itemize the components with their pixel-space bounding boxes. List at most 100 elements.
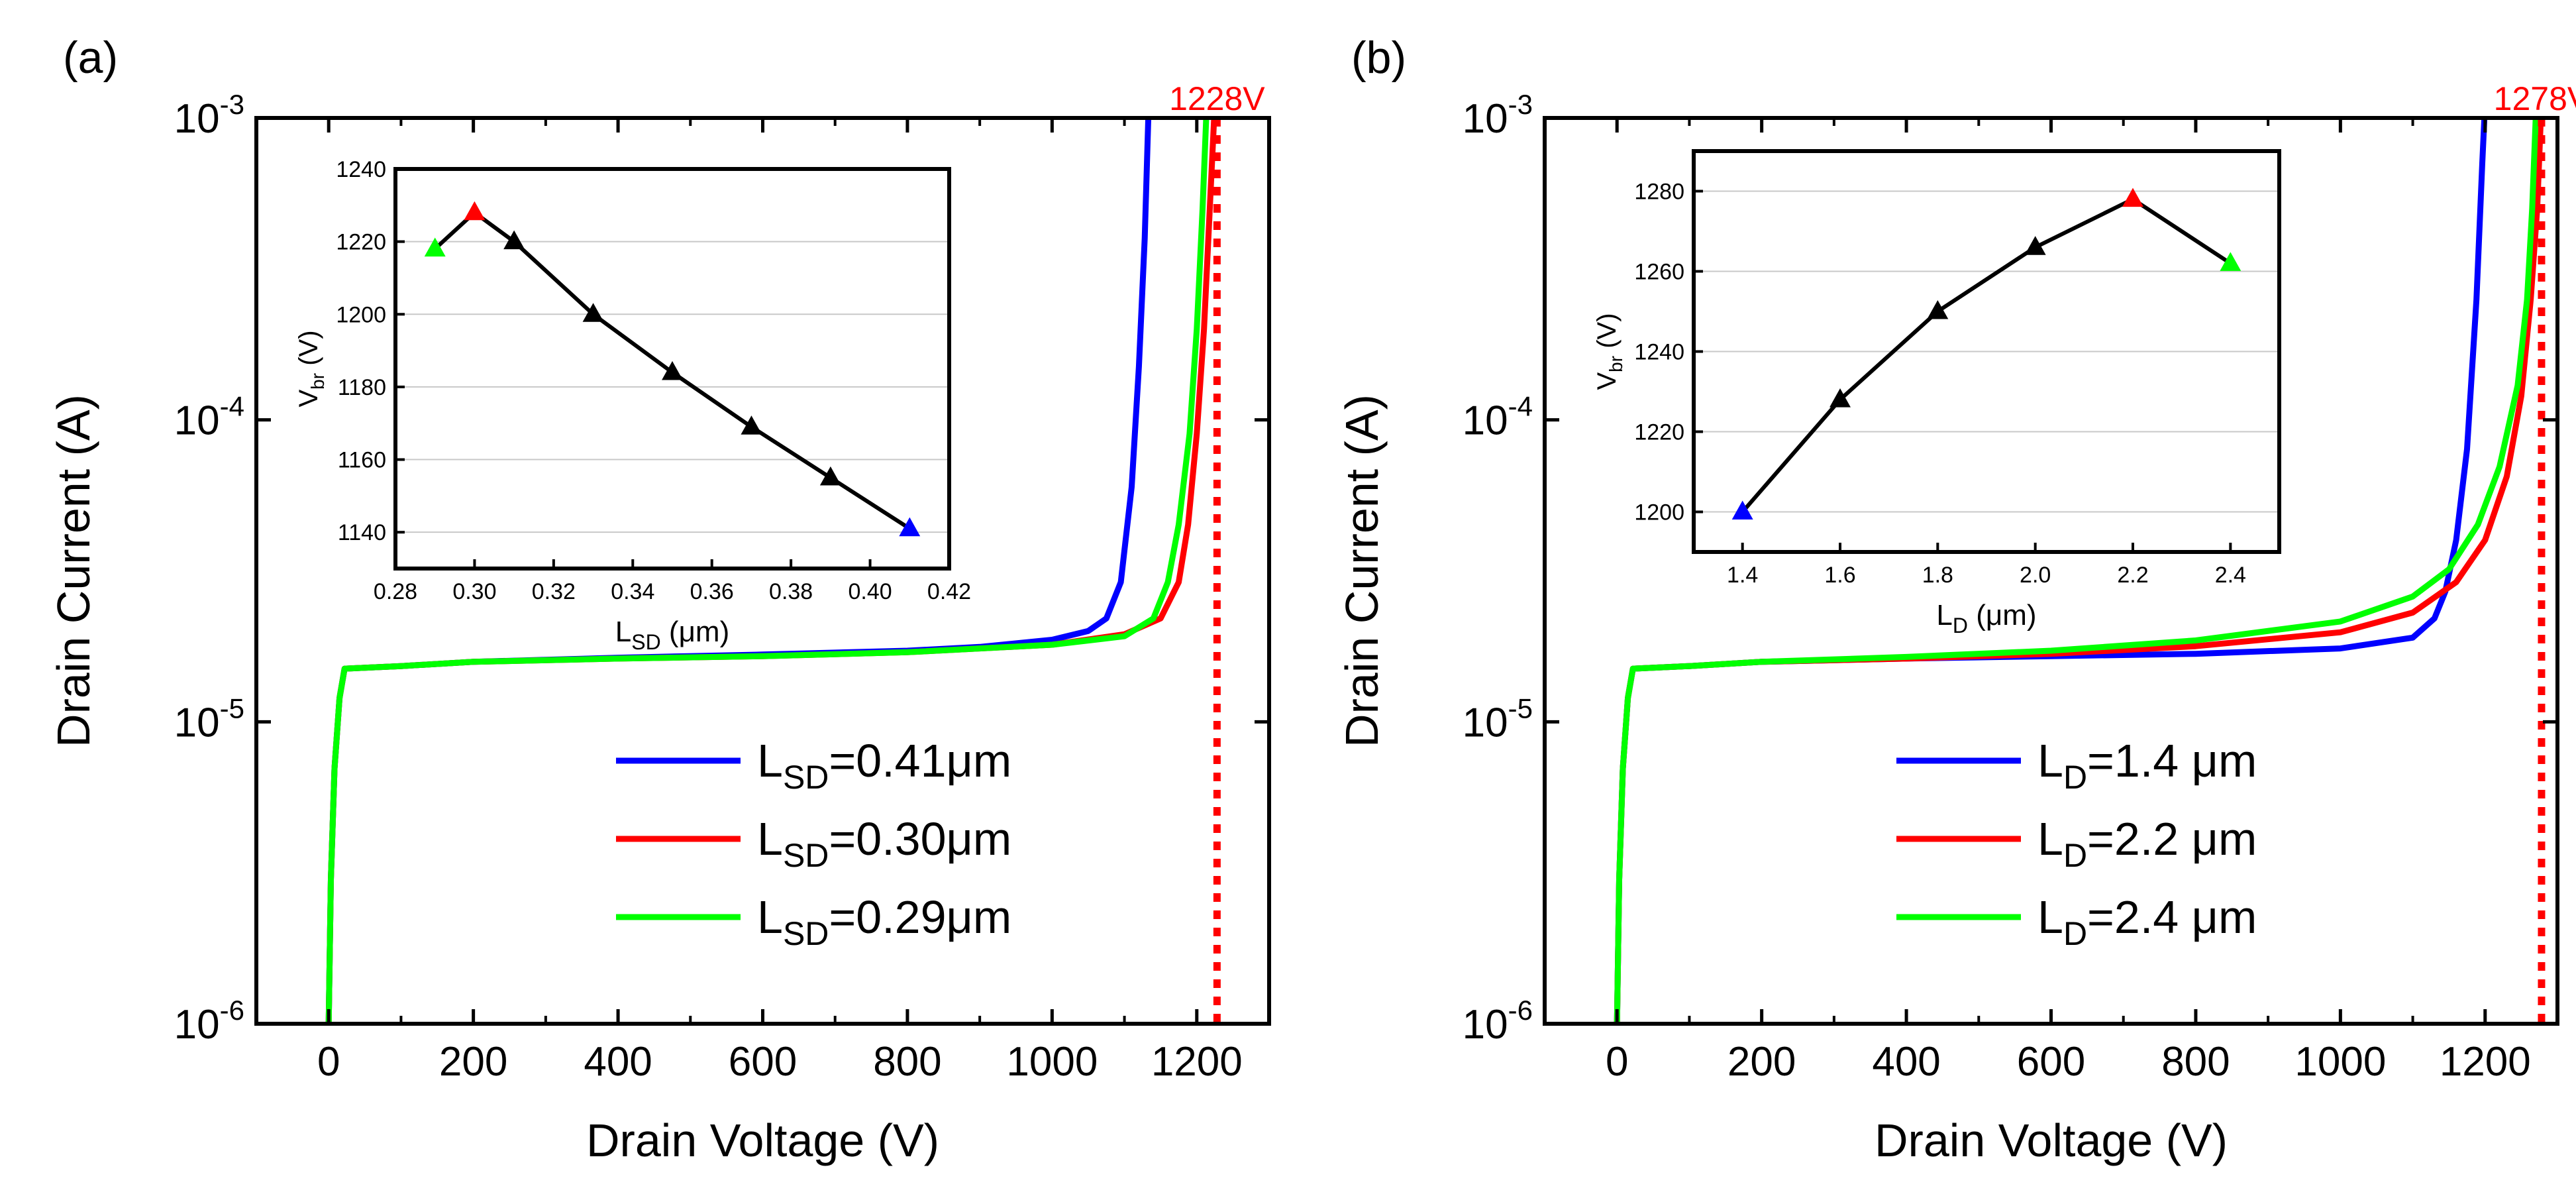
y-tick-label: 10-6 — [174, 995, 244, 1048]
panel-label: (b) — [1351, 32, 1406, 83]
x-tick-label: 0 — [1606, 1039, 1628, 1085]
x-tick-label: 1200 — [2440, 1039, 2531, 1085]
legend-label: LD=2.4 μm — [2037, 891, 2257, 952]
inset-y-tick-label: 1280 — [1634, 180, 1684, 205]
inset-ylabel-main: V — [1592, 372, 1622, 390]
inset-ylabel-sub: br — [307, 373, 328, 390]
x-tick-label: 200 — [1727, 1039, 1796, 1085]
y-tick-base: 10 — [1463, 700, 1508, 745]
inset-x-tick-label: 0.38 — [769, 579, 813, 604]
inset-y-axis-label: Vbr (V) — [1592, 313, 1626, 390]
y-tick-label: 10-3 — [1463, 89, 1533, 142]
legend-label: LSD=0.29μm — [757, 891, 1011, 952]
y-tick-base: 10 — [174, 700, 220, 745]
inset-x-axis-label: LSD (μm) — [615, 616, 729, 654]
x-axis-label: Drain Voltage (V) — [586, 1115, 939, 1166]
inset-x-tick-label: 0.32 — [532, 579, 576, 604]
y-tick-label: 10-5 — [1463, 692, 1533, 745]
inset-marker — [1927, 300, 1949, 319]
x-tick-label: 1000 — [1006, 1039, 1098, 1085]
legend-sub: SD — [783, 837, 829, 874]
x-tick-label: 400 — [584, 1039, 652, 1085]
legend-rest: =0.30μm — [829, 813, 1011, 865]
inset-x-tick-label: 2.4 — [2215, 563, 2246, 588]
y-tick-base: 10 — [174, 398, 220, 444]
x-tick-label: 800 — [2161, 1039, 2230, 1085]
x-tick-label: 400 — [1872, 1039, 1940, 1085]
inset-x-tick-label: 0.40 — [848, 579, 892, 604]
legend-sub: SD — [783, 759, 829, 796]
y-tick-base: 10 — [1463, 1002, 1508, 1048]
y-tick-exp: -4 — [1508, 391, 1533, 422]
inset-chart: 1140 1160 1180 1200 1220 1240 0.28 0.30 0.32 0.34… — [294, 157, 971, 654]
legend-sub: SD — [783, 915, 829, 952]
inset-x-tick-label: 1.4 — [1727, 563, 1758, 588]
inset-xlabel-rest: (μm) — [661, 616, 730, 648]
inset-y-tick-label: 1240 — [1634, 340, 1684, 365]
legend-sub: D — [2063, 759, 2087, 796]
inset-marker — [2220, 252, 2241, 271]
legend-entry: LD=1.4 μm — [1896, 735, 2257, 796]
legend-sub: D — [2063, 837, 2087, 874]
legend-rest: =2.4 μm — [2087, 891, 2257, 943]
legend-entry: LD=2.4 μm — [1896, 891, 2257, 952]
y-tick-label: 10-5 — [174, 692, 244, 745]
x-tick-label: 1000 — [2294, 1039, 2386, 1085]
inset-x-tick-label: 2.2 — [2117, 563, 2148, 588]
y-tick-exp: -3 — [1508, 89, 1533, 120]
panel-label: (a) — [63, 32, 118, 83]
x-tick-label: 600 — [729, 1039, 797, 1085]
inset-marker — [503, 230, 525, 250]
y-tick-exp: -3 — [220, 89, 244, 120]
y-tick-exp: -5 — [1508, 692, 1533, 724]
inset-marker — [1731, 500, 1753, 519]
inset-y-tick-label: 1200 — [336, 302, 386, 327]
x-tick-label: 1200 — [1151, 1039, 1243, 1085]
inset-marker — [819, 466, 841, 486]
y-tick-exp: -5 — [220, 692, 244, 724]
legend-entry: LSD=0.30μm — [616, 813, 1011, 874]
y-tick-base: 10 — [1463, 96, 1508, 142]
inset-x-tick-label: 1.8 — [1922, 563, 1953, 588]
y-tick-exp: -6 — [1508, 995, 1533, 1026]
inset-y-tick-label: 1160 — [338, 448, 386, 473]
legend-main: L — [757, 813, 783, 865]
inset-line — [1741, 197, 2232, 514]
breakdown-label: 1228V — [1169, 80, 1265, 117]
inset-y-tick-label: 1220 — [1634, 420, 1684, 445]
legend-rest: =1.4 μm — [2087, 735, 2257, 787]
x-axis-label: Drain Voltage (V) — [1875, 1115, 2228, 1166]
y-tick-base: 10 — [174, 96, 220, 142]
legend-rest: =0.29μm — [829, 891, 1011, 943]
inset-xlabel-sub: D — [1953, 614, 1968, 637]
y-tick-exp: -4 — [220, 391, 244, 422]
inset-y-axis-label: Vbr (V) — [294, 330, 328, 407]
inset-frame — [393, 167, 951, 571]
inset-x-tick-label: 0.36 — [690, 579, 734, 604]
x-tick-label: 0 — [317, 1039, 340, 1085]
inset-y-tick-label: 1240 — [336, 157, 386, 182]
legend-label: LSD=0.41μm — [757, 735, 1011, 796]
y-tick-label: 10-6 — [1463, 995, 1533, 1048]
inset-ylabel-rest: (V) — [294, 330, 323, 372]
inset-frame — [1692, 149, 2281, 554]
inset-marker — [2122, 188, 2143, 207]
inset-marker — [662, 360, 683, 380]
legend-rest: =0.41μm — [829, 735, 1011, 787]
inset-y-tick-label: 1260 — [1634, 260, 1684, 285]
inset-x-tick-label: 2.0 — [2020, 563, 2051, 588]
inset-y-tick-label: 1180 — [338, 375, 386, 400]
inset-marker — [424, 237, 446, 257]
inset-xlabel-main: L — [615, 616, 631, 648]
inset-x-tick-label: 0.34 — [611, 579, 654, 604]
inset-xlabel-rest: (μm) — [1968, 599, 2037, 631]
y-axis-label: Drain Current (A) — [1336, 394, 1388, 747]
series-line-2 — [1614, 118, 2539, 1024]
breakdown-label: 1278V — [2494, 80, 2576, 117]
legend-entry: LSD=0.41μm — [616, 735, 1011, 796]
legend-entry: LD=2.2 μm — [1896, 813, 2257, 874]
inset-marker — [464, 201, 486, 221]
inset-marker — [582, 303, 604, 322]
series-line-2 — [325, 118, 1210, 1024]
y-tick-label: 10-4 — [174, 391, 244, 444]
